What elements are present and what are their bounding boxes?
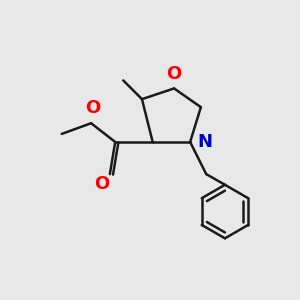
Text: O: O: [167, 64, 182, 82]
Text: O: O: [94, 176, 110, 194]
Text: N: N: [198, 133, 213, 151]
Text: O: O: [85, 99, 100, 117]
